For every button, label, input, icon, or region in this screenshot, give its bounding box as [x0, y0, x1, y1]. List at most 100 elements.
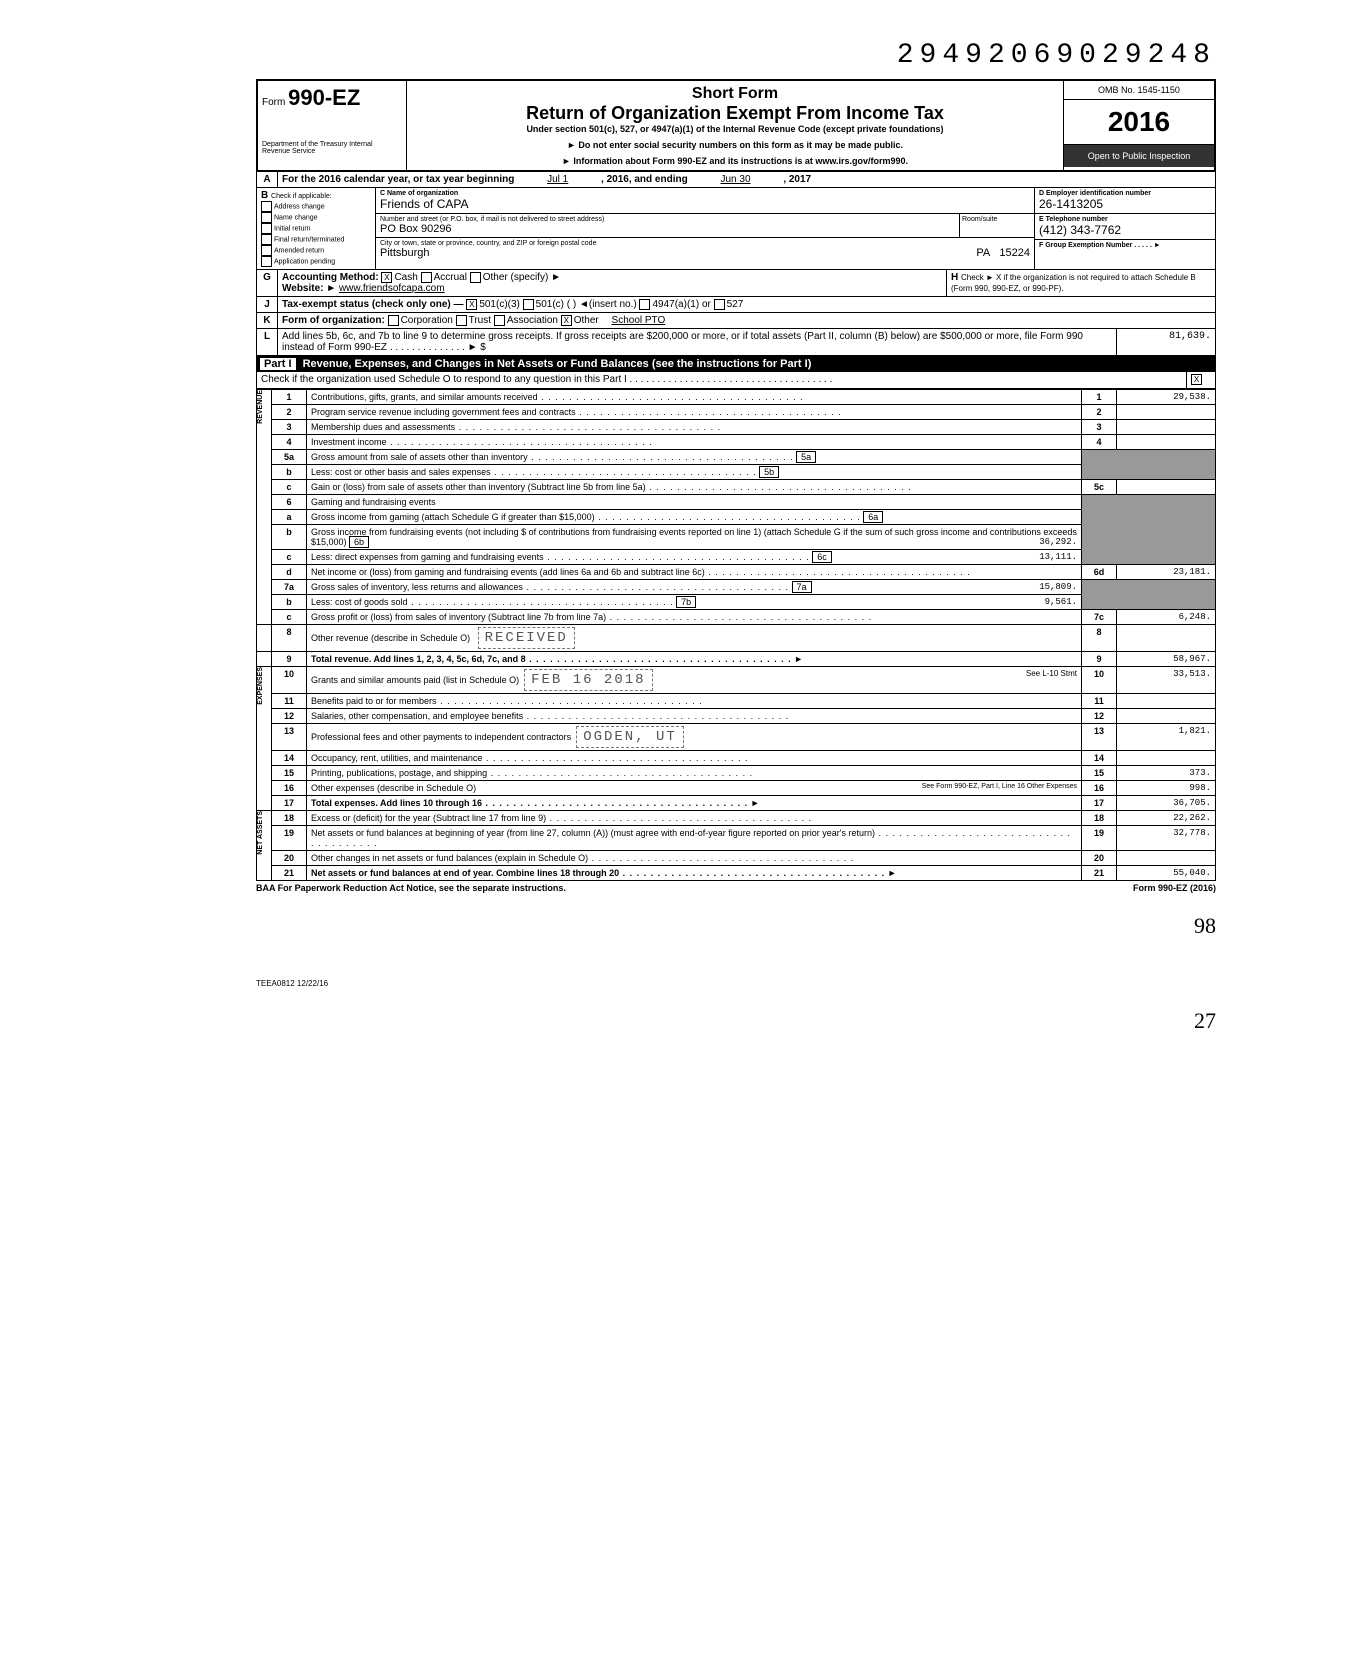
l7b-amt: 9,561.	[1045, 597, 1077, 607]
l11-num: 11	[272, 693, 307, 708]
treasury-dept: Department of the Treasury Internal Reve…	[262, 141, 402, 155]
room-label: Room/suite	[962, 216, 1032, 223]
l10-num: 10	[272, 666, 307, 693]
ty-end: Jun 30	[691, 174, 781, 185]
l21-amt: 55,040.	[1117, 865, 1216, 880]
website-label: Website: ►	[282, 283, 336, 294]
l5a-num: 5a	[272, 449, 307, 464]
label-h: H	[951, 272, 958, 283]
org-city: Pittsburgh	[380, 247, 430, 259]
l9-amt: 58,967.	[1117, 651, 1216, 666]
l10-desc: Grants and similar amounts paid (list in…	[311, 675, 519, 685]
l12-num2: 12	[1082, 708, 1117, 723]
l16-note: See Form 990-EZ, Part I, Line 16 Other E…	[922, 783, 1077, 790]
acct-cash: Cash	[394, 272, 417, 283]
footer-formno: Form 990-EZ (2016)	[1133, 883, 1216, 893]
stamp-received: RECEIVED	[478, 627, 575, 649]
l17-amt: 36,705.	[1117, 795, 1216, 810]
org-street: PO Box 90296	[380, 223, 955, 235]
l7a-desc: Gross sales of inventory, less returns a…	[311, 582, 789, 592]
l2-amt	[1117, 404, 1216, 419]
l9-desc: Total revenue. Add lines 1, 2, 3, 4, 5c,…	[311, 654, 792, 664]
j-501c: 501(c) ( ) ◄(insert no.)	[536, 299, 637, 310]
l20-amt	[1117, 850, 1216, 865]
line-l-amount: 81,639.	[1117, 329, 1215, 355]
part1-label: Part I	[260, 358, 296, 370]
line-a-mid: , 2016, and ending	[601, 174, 688, 185]
l7c-amt: 6,248.	[1117, 609, 1216, 624]
l5b-desc: Less: cost or other basis and sales expe…	[311, 467, 757, 477]
acct-other: Other (specify) ►	[483, 272, 561, 283]
k-other: Other	[574, 315, 599, 326]
l6-num: 6	[272, 494, 307, 509]
l7a-amt: 15,809.	[1039, 582, 1077, 592]
l21-num2: 21	[1082, 865, 1117, 880]
l14-desc: Occupancy, rent, utilities, and maintena…	[307, 750, 1082, 765]
l6b-box: 6b	[349, 536, 369, 548]
l16-num: 16	[272, 780, 307, 795]
title-shortform: Short Form	[411, 85, 1059, 103]
stamp-ogden: OGDEN, UT	[576, 726, 684, 748]
ck-amended: Amended return	[274, 247, 324, 254]
l15-num: 15	[272, 765, 307, 780]
l9-num2: 9	[1082, 651, 1117, 666]
l5c-desc: Gain or (loss) from sale of assets other…	[307, 479, 1082, 494]
l14-amt	[1117, 750, 1216, 765]
j-4947: 4947(a)(1) or	[652, 299, 710, 310]
title-subtitle: Under section 501(c), 527, or 4947(a)(1)…	[411, 124, 1059, 134]
l1-desc: Contributions, gifts, grants, and simila…	[307, 389, 1082, 404]
l5c-amt	[1117, 479, 1216, 494]
l7c-num: c	[272, 609, 307, 624]
line-a-text: For the 2016 calendar year, or tax year …	[282, 174, 514, 185]
l18-amt: 22,262.	[1117, 810, 1216, 825]
open-public: Open to Public Inspection	[1064, 144, 1214, 167]
part1-heading: Revenue, Expenses, and Changes in Net As…	[303, 358, 812, 370]
l4-num2: 4	[1082, 434, 1117, 449]
l15-num2: 15	[1082, 765, 1117, 780]
org-name: Friends of CAPA	[380, 197, 1030, 211]
lines-table: REVENUE 1 Contributions, gifts, grants, …	[256, 389, 1216, 881]
l5a-desc: Gross amount from sale of assets other t…	[311, 452, 794, 462]
l16-amt: 998.	[1117, 780, 1216, 795]
omb-number: OMB No. 1545-1150	[1064, 81, 1214, 100]
l20-num: 20	[272, 850, 307, 865]
l6a-num: a	[272, 509, 307, 524]
tax-year: 2016	[1064, 100, 1214, 144]
handwritten-1: 98	[256, 913, 1216, 939]
l6c-desc: Less: direct expenses from gaming and fu…	[311, 552, 810, 562]
l18-num2: 18	[1082, 810, 1117, 825]
l6c-box: 6c	[812, 551, 832, 563]
part1-header: Part I Revenue, Expenses, and Changes in…	[256, 356, 1216, 372]
city-label: City or town, state or province, country…	[380, 240, 1030, 247]
stamp-date: FEB 16 2018	[524, 669, 652, 691]
l17-num2: 17	[1082, 795, 1117, 810]
tracking-number: 29492069029248	[256, 40, 1216, 71]
l17-num: 17	[272, 795, 307, 810]
l6-desc: Gaming and fundraising events	[307, 494, 1082, 509]
title-main: Return of Organization Exempt From Incom…	[411, 103, 1059, 124]
side-netassets: NET ASSETS	[257, 811, 264, 855]
l6d-desc: Net income or (loss) from gaming and fun…	[307, 564, 1082, 579]
line-j-text: Tax-exempt status (check only one) —	[282, 299, 464, 310]
l2-num: 2	[272, 404, 307, 419]
l5b-box: 5b	[759, 466, 779, 478]
l7b-box: 7b	[676, 596, 696, 608]
l6a-box: 6a	[863, 511, 883, 523]
l15-desc: Printing, publications, postage, and shi…	[307, 765, 1082, 780]
box-b-header: Check if applicable:	[271, 193, 332, 200]
l1-amt: 29,538.	[1117, 389, 1216, 404]
k-assoc: Association	[507, 315, 558, 326]
l11-desc: Benefits paid to or for members	[307, 693, 1082, 708]
l19-amt: 32,778.	[1117, 825, 1216, 850]
org-zip: 15224	[999, 247, 1030, 259]
l16-desc: Other expenses (describe in Schedule O)	[311, 783, 476, 793]
label-j: J	[257, 297, 278, 312]
l5c-num: c	[272, 479, 307, 494]
l6d-num2: 6d	[1082, 564, 1117, 579]
l16-num2: 16	[1082, 780, 1117, 795]
l20-desc: Other changes in net assets or fund bala…	[307, 850, 1082, 865]
l5b-num: b	[272, 464, 307, 479]
l13-num2: 13	[1082, 723, 1117, 750]
l3-num2: 3	[1082, 419, 1117, 434]
box-c-label: C Name of organization	[380, 190, 1030, 197]
